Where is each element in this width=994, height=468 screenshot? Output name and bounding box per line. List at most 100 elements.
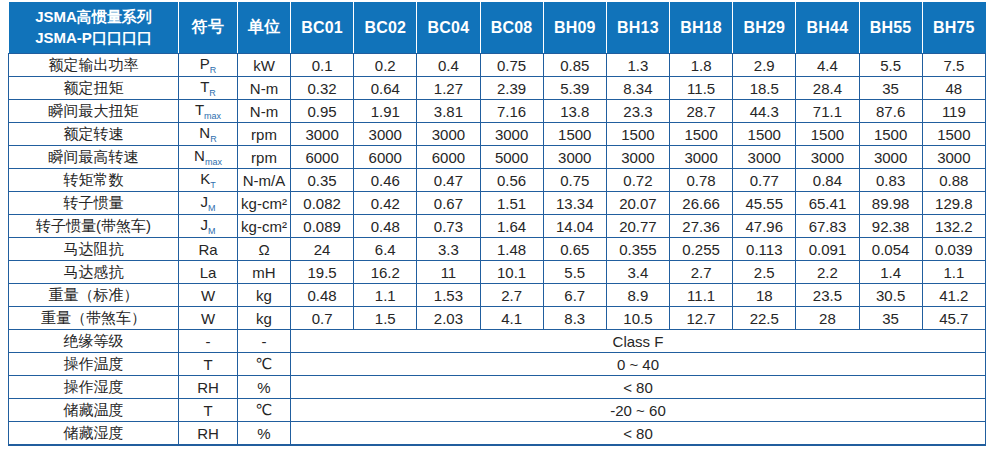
spec-symbol: Ra xyxy=(179,238,238,261)
spec-value-cell: 24 xyxy=(291,238,354,261)
spec-value-cell: 28 xyxy=(796,307,859,330)
spec-row: 瞬间最大扭矩TmaxN-m0.951.913.817.1613.823.328.… xyxy=(9,100,986,123)
spec-symbol-subscript: T xyxy=(210,180,216,190)
spec-value-cell: 3000 xyxy=(670,146,733,169)
spec-value-cell: 132.2 xyxy=(922,215,985,238)
spec-value-cell: 3000 xyxy=(417,123,480,146)
column-header-bc01: BC01 xyxy=(291,2,354,54)
spec-value-cell: 3000 xyxy=(354,123,417,146)
spec-value-cell: 13.34 xyxy=(543,192,606,215)
spec-value-cell: 6000 xyxy=(354,146,417,169)
column-header-symbol: 符号 xyxy=(179,2,238,54)
spec-value-cell: 44.3 xyxy=(733,100,796,123)
spec-row: 瞬间最高转速Nmaxrpm600060006000500030003000300… xyxy=(9,146,986,169)
spec-row-label: 额定转速 xyxy=(9,123,179,146)
spec-value-cell: 0.84 xyxy=(796,169,859,192)
spec-merged-value: < 80 xyxy=(291,422,986,446)
spec-unit: kg xyxy=(238,307,291,330)
spec-value-cell: 11 xyxy=(417,261,480,284)
column-header-bh13: BH13 xyxy=(606,2,669,54)
spec-value-cell: 0.089 xyxy=(291,215,354,238)
spec-value-cell: 89.98 xyxy=(859,192,922,215)
spec-value-cell: 0.56 xyxy=(480,169,543,192)
spec-value-cell: 23.3 xyxy=(606,100,669,123)
spec-value-cell: 35 xyxy=(859,307,922,330)
spec-value-cell: 0.42 xyxy=(354,192,417,215)
column-header-bh44: BH44 xyxy=(796,2,859,54)
spec-value-cell: 6.4 xyxy=(354,238,417,261)
spec-row-label: 绝缘等级 xyxy=(9,330,179,353)
spec-value-cell: 1.5 xyxy=(354,307,417,330)
spec-value-cell: 0.082 xyxy=(291,192,354,215)
spec-value-cell: 8.9 xyxy=(606,284,669,307)
spec-value-cell: 87.6 xyxy=(859,100,922,123)
spec-value-cell: 13.8 xyxy=(543,100,606,123)
spec-value-cell: 1.91 xyxy=(354,100,417,123)
spec-symbol: TR xyxy=(179,77,238,100)
motor-spec-table: JSMA高惯量系列 JSMA-P口口口口 符号 单位 BC01BC02BC04B… xyxy=(8,2,986,446)
spec-value-cell: 2.9 xyxy=(733,54,796,77)
spec-row-label: 瞬间最大扭矩 xyxy=(9,100,179,123)
spec-symbol: Tmax xyxy=(179,100,238,123)
spec-value-cell: 0.355 xyxy=(606,238,669,261)
spec-value-cell: 0.255 xyxy=(670,238,733,261)
spec-value-cell: 48 xyxy=(922,77,985,100)
spec-value-cell: 0.039 xyxy=(922,238,985,261)
spec-value-cell: 3000 xyxy=(543,146,606,169)
spec-value-cell: 0.95 xyxy=(291,100,354,123)
spec-row-label: 马达阻抗 xyxy=(9,238,179,261)
spec-value-cell: 4.1 xyxy=(480,307,543,330)
spec-value-cell: 1500 xyxy=(922,123,985,146)
spec-value-cell: 0.73 xyxy=(417,215,480,238)
spec-value-cell: 18 xyxy=(733,284,796,307)
spec-sheet-page: JSMA高惯量系列 JSMA-P口口口口 符号 单位 BC01BC02BC04B… xyxy=(0,0,994,468)
spec-value-cell: 71.1 xyxy=(796,100,859,123)
spec-value-cell: 11.5 xyxy=(670,77,733,100)
spec-value-cell: 8.34 xyxy=(606,77,669,100)
spec-value-cell: 45.7 xyxy=(922,307,985,330)
spec-value-cell: 26.66 xyxy=(670,192,733,215)
spec-row-label: 储藏温度 xyxy=(9,399,179,422)
spec-row-label: 操作温度 xyxy=(9,353,179,376)
spec-value-cell: 28.4 xyxy=(796,77,859,100)
spec-unit: kg xyxy=(238,284,291,307)
spec-value-cell: 41.2 xyxy=(922,284,985,307)
spec-value-cell: 28.7 xyxy=(670,100,733,123)
spec-unit: rpm xyxy=(238,146,291,169)
spec-symbol: RH xyxy=(179,422,238,446)
spec-row: 转子惯量(带煞车)JMkg-cm²0.0890.480.731.6414.042… xyxy=(9,215,986,238)
spec-value-cell: 0.054 xyxy=(859,238,922,261)
spec-value-cell: 6.7 xyxy=(543,284,606,307)
spec-unit: ℃ xyxy=(238,353,291,376)
spec-value-cell: 16.2 xyxy=(354,261,417,284)
spec-value-cell: 1.1 xyxy=(922,261,985,284)
spec-value-cell: 12.7 xyxy=(670,307,733,330)
spec-row-label: 操作湿度 xyxy=(9,376,179,399)
spec-value-cell: 1500 xyxy=(606,123,669,146)
spec-symbol-subscript: R xyxy=(210,134,217,144)
spec-row-label: 重量（带煞车） xyxy=(9,307,179,330)
spec-row: 马达感抗LamH19.516.21110.15.53.42.72.52.21.4… xyxy=(9,261,986,284)
spec-value-cell: 20.07 xyxy=(606,192,669,215)
spec-value-cell: 3000 xyxy=(606,146,669,169)
spec-symbol: JM xyxy=(179,192,238,215)
spec-value-cell: 3000 xyxy=(922,146,985,169)
spec-row-label: 额定输出功率 xyxy=(9,54,179,77)
spec-value-cell: 22.5 xyxy=(733,307,796,330)
spec-merged-value: -20 ~ 60 xyxy=(291,399,986,422)
spec-value-cell: 1.64 xyxy=(480,215,543,238)
table-body: 额定输出功率PRkW0.10.20.40.750.851.31.82.94.45… xyxy=(9,54,986,446)
spec-unit: rpm xyxy=(238,123,291,146)
spec-value-cell: 65.41 xyxy=(796,192,859,215)
spec-value-cell: 2.7 xyxy=(670,261,733,284)
spec-symbol: KT xyxy=(179,169,238,192)
spec-row-label: 转矩常数 xyxy=(9,169,179,192)
spec-value-cell: 0.48 xyxy=(354,215,417,238)
spec-value-cell: 8.3 xyxy=(543,307,606,330)
spec-value-cell: 3.3 xyxy=(417,238,480,261)
spec-value-cell: 1.1 xyxy=(354,284,417,307)
spec-row: 重量（带煞车）Wkg0.71.52.034.18.310.512.722.528… xyxy=(9,307,986,330)
spec-value-cell: 0.48 xyxy=(291,284,354,307)
spec-unit: N-m xyxy=(238,77,291,100)
spec-row-label: 瞬间最高转速 xyxy=(9,146,179,169)
